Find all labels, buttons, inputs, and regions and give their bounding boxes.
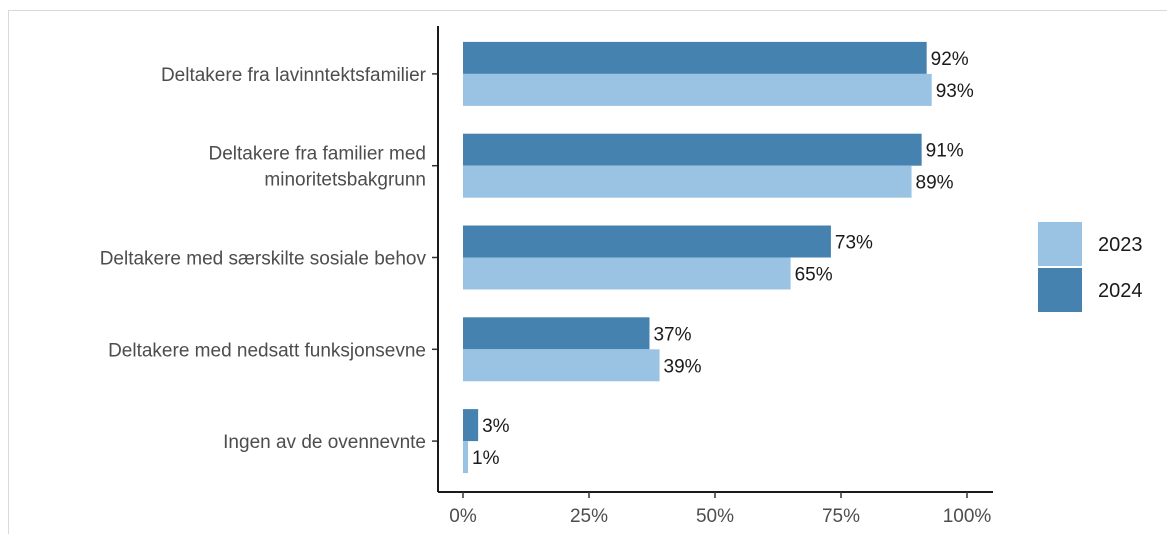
data-label-2023-0: 93%	[936, 81, 974, 102]
data-label-2023-3: 39%	[664, 356, 702, 377]
bar-2024-0	[463, 41, 927, 74]
data-label-2024-1: 91%	[926, 141, 964, 162]
category-label-0: Deltakere fra lavinntektsfamilier	[161, 65, 427, 86]
category-label-3: Deltakere med nedsatt funksjonsevne	[108, 340, 426, 361]
bar-2023-0	[463, 73, 932, 106]
x-tick-label-0: 0%	[449, 506, 477, 527]
x-tick-label-3: 75%	[822, 506, 860, 527]
category-label-1-line-1: minoritetsbakgrunn	[264, 170, 426, 191]
data-label-2024-2: 73%	[835, 233, 873, 254]
bar-2023-4	[463, 441, 469, 474]
x-tick-label-2: 50%	[696, 506, 734, 527]
bar-2023-2	[463, 257, 791, 290]
data-label-2024-4: 3%	[482, 416, 510, 437]
data-label-2023-2: 65%	[795, 265, 833, 286]
bar-2024-3	[463, 317, 650, 350]
bar-2024-4	[463, 409, 479, 442]
bar-2024-2	[463, 225, 831, 258]
category-label-2: Deltakere med særskilte sosiale behov	[100, 249, 427, 270]
legend-label-2023: 2023	[1098, 234, 1143, 256]
category-label-4: Ingen av de ovennevnte	[223, 432, 426, 453]
chart-frame	[8, 10, 1167, 534]
data-label-2023-4: 1%	[472, 448, 500, 469]
x-tick-label-1: 25%	[570, 506, 608, 527]
x-tick-label-4: 100%	[943, 506, 992, 527]
bar-2023-1	[463, 165, 912, 198]
data-label-2023-1: 89%	[916, 173, 954, 194]
category-label-1-line-0: Deltakere fra familier med	[208, 144, 426, 165]
bar-2024-1	[463, 133, 922, 166]
legend-key-2024	[1038, 268, 1082, 312]
legend-label-2024: 2024	[1098, 280, 1143, 302]
bar-2023-3	[463, 349, 660, 382]
data-label-2024-0: 92%	[931, 49, 969, 70]
data-label-2024-3: 37%	[653, 324, 691, 345]
legend-key-2023	[1038, 222, 1082, 266]
